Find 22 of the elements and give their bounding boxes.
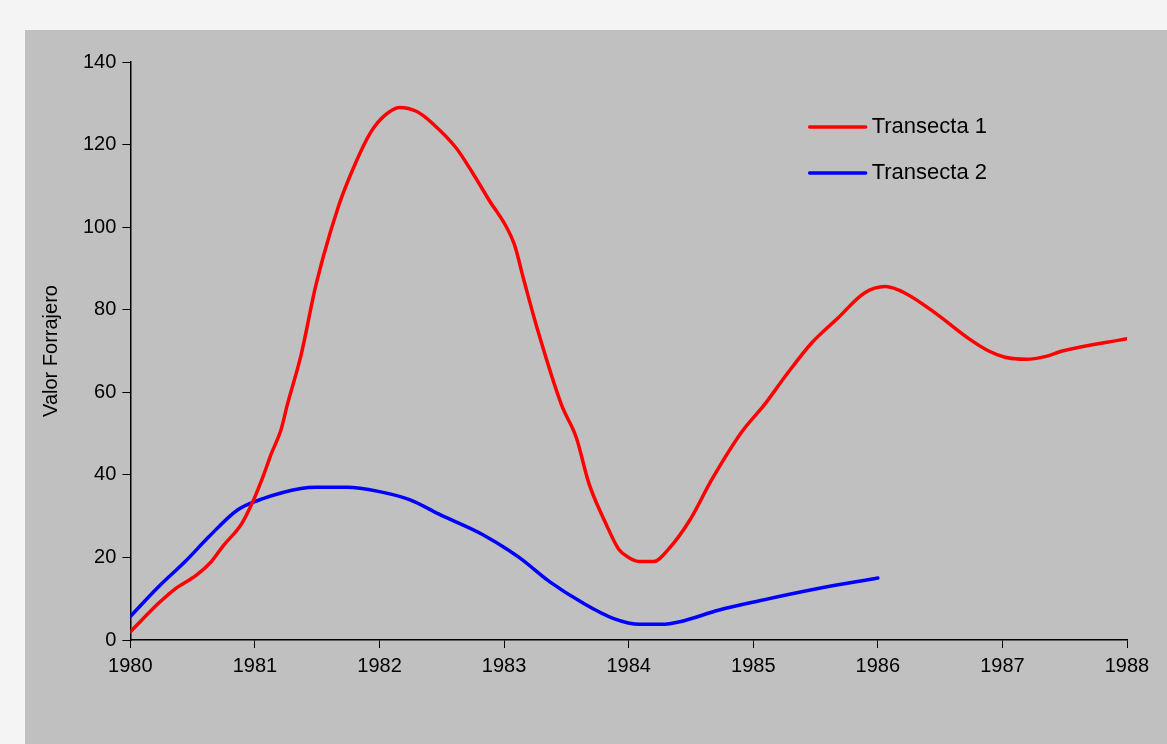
y-tick-label: 120 xyxy=(82,132,117,155)
x-tick-label: 1980 xyxy=(108,653,153,676)
x-tick-label: 1981 xyxy=(232,653,278,676)
x-tick-label: 1987 xyxy=(980,653,1025,676)
x-tick-label: 1986 xyxy=(855,653,901,676)
x-tick-label: 1983 xyxy=(481,653,527,676)
y-tick-label: 100 xyxy=(82,214,117,237)
legend-label: Transecta 1 xyxy=(871,113,988,139)
y-tick-label: 0 xyxy=(105,627,117,650)
line-series xyxy=(130,485,880,627)
legend-label: Transecta 2 xyxy=(871,159,988,185)
line-series xyxy=(130,105,1127,634)
x-tick-label: 1988 xyxy=(1104,653,1150,676)
x-tick-label: 1982 xyxy=(357,653,402,676)
y-tick-label: 80 xyxy=(94,297,117,320)
x-tick-label: 1985 xyxy=(731,653,776,676)
y-tick-label: 40 xyxy=(94,462,117,485)
y-tick-label: 20 xyxy=(94,544,117,567)
y-axis-title: Valor Forrajero xyxy=(38,285,61,417)
y-tick-label: 60 xyxy=(94,379,117,402)
y-tick-label: 140 xyxy=(82,49,117,72)
x-tick-label: 1984 xyxy=(606,653,651,676)
